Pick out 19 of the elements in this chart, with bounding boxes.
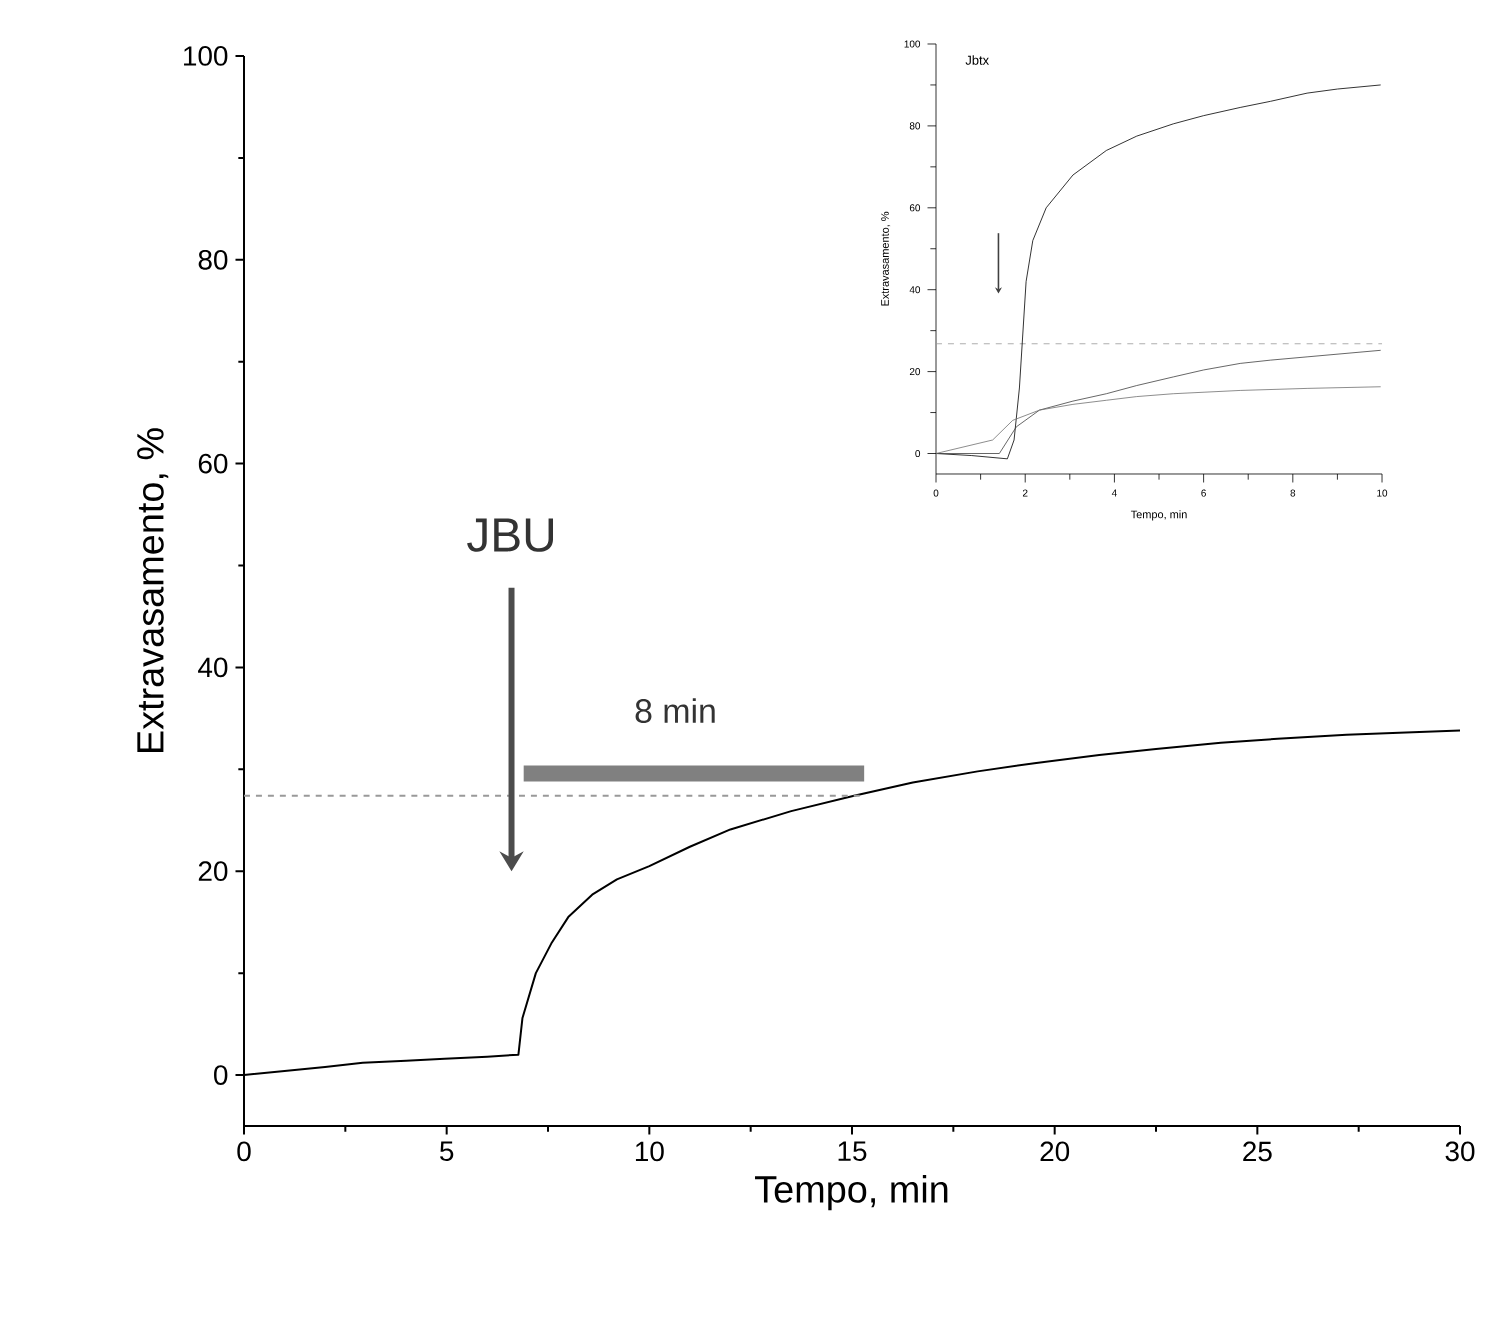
x-tick-label: 15	[838, 1141, 867, 1162]
y-tick-label: 80	[198, 249, 228, 270]
y-tick-label: 20	[198, 861, 228, 882]
y-tick-label: 0	[214, 1065, 228, 1085]
x-tick-label: 25	[1243, 1141, 1272, 1162]
y-axis-title: Extravasamento, %	[137, 428, 169, 753]
y-tick-label: 100	[184, 46, 228, 66]
annotation: 8 min	[635, 698, 715, 724]
y-tick-label: 40	[198, 657, 228, 678]
x-tick-label: 5	[440, 1141, 454, 1162]
x-tick-label: 30	[1445, 1141, 1475, 1162]
line-series	[935, 349, 1382, 454]
y-tick-label: 60	[198, 453, 228, 474]
x-axis-title: Tempo, min	[755, 1174, 948, 1211]
x-tick-label: 20	[1040, 1141, 1070, 1162]
x-tick-label: 10	[635, 1141, 664, 1162]
annotation: JBU	[467, 518, 553, 552]
x-tick-label: 0	[237, 1141, 251, 1162]
line-series	[935, 386, 1382, 454]
